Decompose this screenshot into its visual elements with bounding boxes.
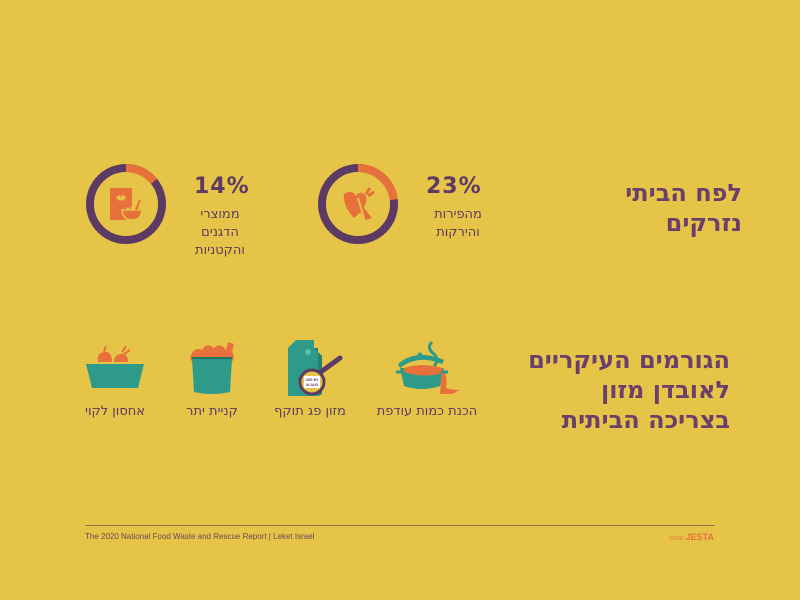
donut-chart-fruits bbox=[316, 162, 400, 246]
cause-label-poor-storage: אחסון לקוי bbox=[85, 404, 145, 419]
stat-label-fruits: מהפירות והירקות bbox=[418, 206, 498, 242]
section2-title-line2: לאובדן מזון bbox=[600, 376, 730, 404]
stat-percent-fruits: 23% bbox=[426, 174, 482, 199]
cereal-bowl-icon bbox=[106, 184, 146, 224]
logo-prefix: FOOD bbox=[669, 536, 684, 542]
section2-title-line3: בצריכה הביתית bbox=[561, 406, 730, 434]
stat-label-cereals: ממוצרי הדגנים והקטניות bbox=[180, 206, 260, 260]
stat-percent-cereals: 14% bbox=[194, 174, 250, 199]
svg-text:USE BY: USE BY bbox=[305, 378, 319, 382]
section1-title-line1: לפח הביתי bbox=[625, 179, 742, 207]
footer-source: The 2020 National Food Waste and Rescue … bbox=[85, 532, 315, 541]
svg-text:04 AUG: 04 AUG bbox=[306, 383, 319, 387]
storage-container-icon bbox=[84, 345, 146, 392]
donut-chart-cereals bbox=[84, 162, 168, 246]
stat-label-line: ממוצרי bbox=[200, 207, 240, 222]
cause-label-overcooking: הכנת כמות עודפת bbox=[376, 404, 478, 419]
cause-label-expired: מזון פג תוקף bbox=[274, 404, 346, 419]
expired-milk-carton-icon: USE BY 04 AUG bbox=[284, 338, 350, 398]
jesta-logo: FOOD JESTA bbox=[669, 532, 714, 542]
stat-label-line: והירקות bbox=[436, 225, 480, 240]
section2-title-line1: הגורמים העיקריים bbox=[528, 346, 730, 374]
overflowing-pot-icon bbox=[392, 338, 462, 396]
stat-label-line: הדגנים bbox=[201, 225, 239, 240]
cause-label-overbuying: קניית יתר bbox=[186, 404, 238, 419]
section2-title: הגורמים העיקריים לאובדן מזון בצריכה הבית… bbox=[528, 345, 730, 435]
fruit-vegetable-icon bbox=[338, 184, 378, 224]
section1-title-line2: נזרקים bbox=[665, 209, 742, 237]
stat-label-line: והקטניות bbox=[195, 243, 245, 258]
footer-divider bbox=[85, 525, 715, 526]
logo-text: JESTA bbox=[685, 532, 714, 542]
section1-title: לפח הביתי נזרקים bbox=[625, 178, 742, 238]
stat-label-line: מהפירות bbox=[434, 207, 482, 222]
grocery-bag-icon bbox=[184, 340, 240, 396]
